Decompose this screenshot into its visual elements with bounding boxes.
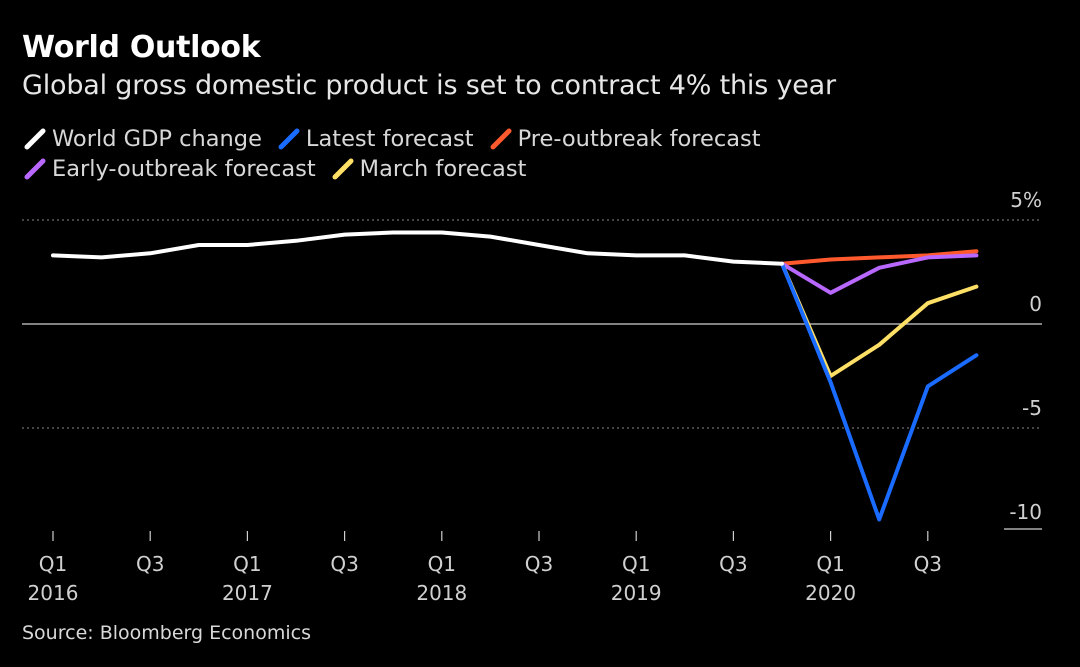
y-tick-label: -5: [1022, 396, 1042, 420]
x-tick-label-year: 2020: [805, 581, 856, 605]
series-line-pre: [780, 249, 979, 266]
legend-label-early: Early-outbreak forecast: [52, 156, 316, 182]
legend-purple-line-icon: [22, 157, 50, 181]
legend-label-pre: Pre-outbreak forecast: [517, 126, 761, 152]
source-note: Source: Bloomberg Economics: [22, 622, 311, 644]
x-tick-label-quarter: Q3: [525, 552, 553, 576]
chart-title: World Outlook: [22, 30, 261, 65]
legend-row-2: Early-outbreak forecast March forecast: [22, 154, 775, 184]
x-tick-label-quarter: Q1: [233, 552, 261, 576]
y-tick-label: 0: [1029, 292, 1042, 316]
x-tick-label-year: 2016: [28, 581, 79, 605]
legend-label-march: March forecast: [359, 156, 527, 182]
x-tick-label-quarter: Q3: [136, 552, 164, 576]
legend-blue-line-icon: [276, 127, 304, 151]
legend-item-latest: Latest forecast: [276, 126, 474, 152]
x-tick-label-quarter: Q3: [330, 552, 358, 576]
legend-item-march: March forecast: [330, 156, 527, 182]
legend-item-early: Early-outbreak forecast: [22, 156, 316, 182]
y-tick-label: -10: [1009, 500, 1042, 524]
x-tick-label-year: 2018: [416, 581, 467, 605]
legend-yellow-line-icon: [330, 157, 358, 181]
x-tick-label-quarter: Q1: [622, 552, 650, 576]
legend-row-1: World GDP change Latest forecast Pre-out…: [22, 124, 775, 154]
y-tick-label: 5%: [1010, 188, 1042, 212]
legend-item-pre: Pre-outbreak forecast: [488, 126, 761, 152]
series-line-early: [780, 253, 979, 295]
legend-item-world: World GDP change: [22, 126, 262, 152]
legend: World GDP change Latest forecast Pre-out…: [22, 124, 775, 184]
x-tick-label-quarter: Q1: [816, 552, 844, 576]
legend-label-latest: Latest forecast: [305, 126, 474, 152]
chart-subtitle: Global gross domestic product is set to …: [22, 70, 836, 101]
x-tick-label-quarter: Q1: [428, 552, 456, 576]
x-tick-label-quarter: Q3: [719, 552, 747, 576]
legend-label-world: World GDP change: [52, 126, 262, 152]
legend-white-line-icon: [22, 127, 50, 151]
legend-orange-line-icon: [488, 127, 516, 151]
x-tick-label-quarter: Q1: [39, 552, 67, 576]
x-tick-label-year: 2017: [222, 581, 273, 605]
series-line-latest: [780, 261, 979, 522]
x-tick-label-year: 2019: [611, 581, 662, 605]
x-tick-label-quarter: Q3: [914, 552, 942, 576]
series-line-world: [51, 230, 784, 266]
